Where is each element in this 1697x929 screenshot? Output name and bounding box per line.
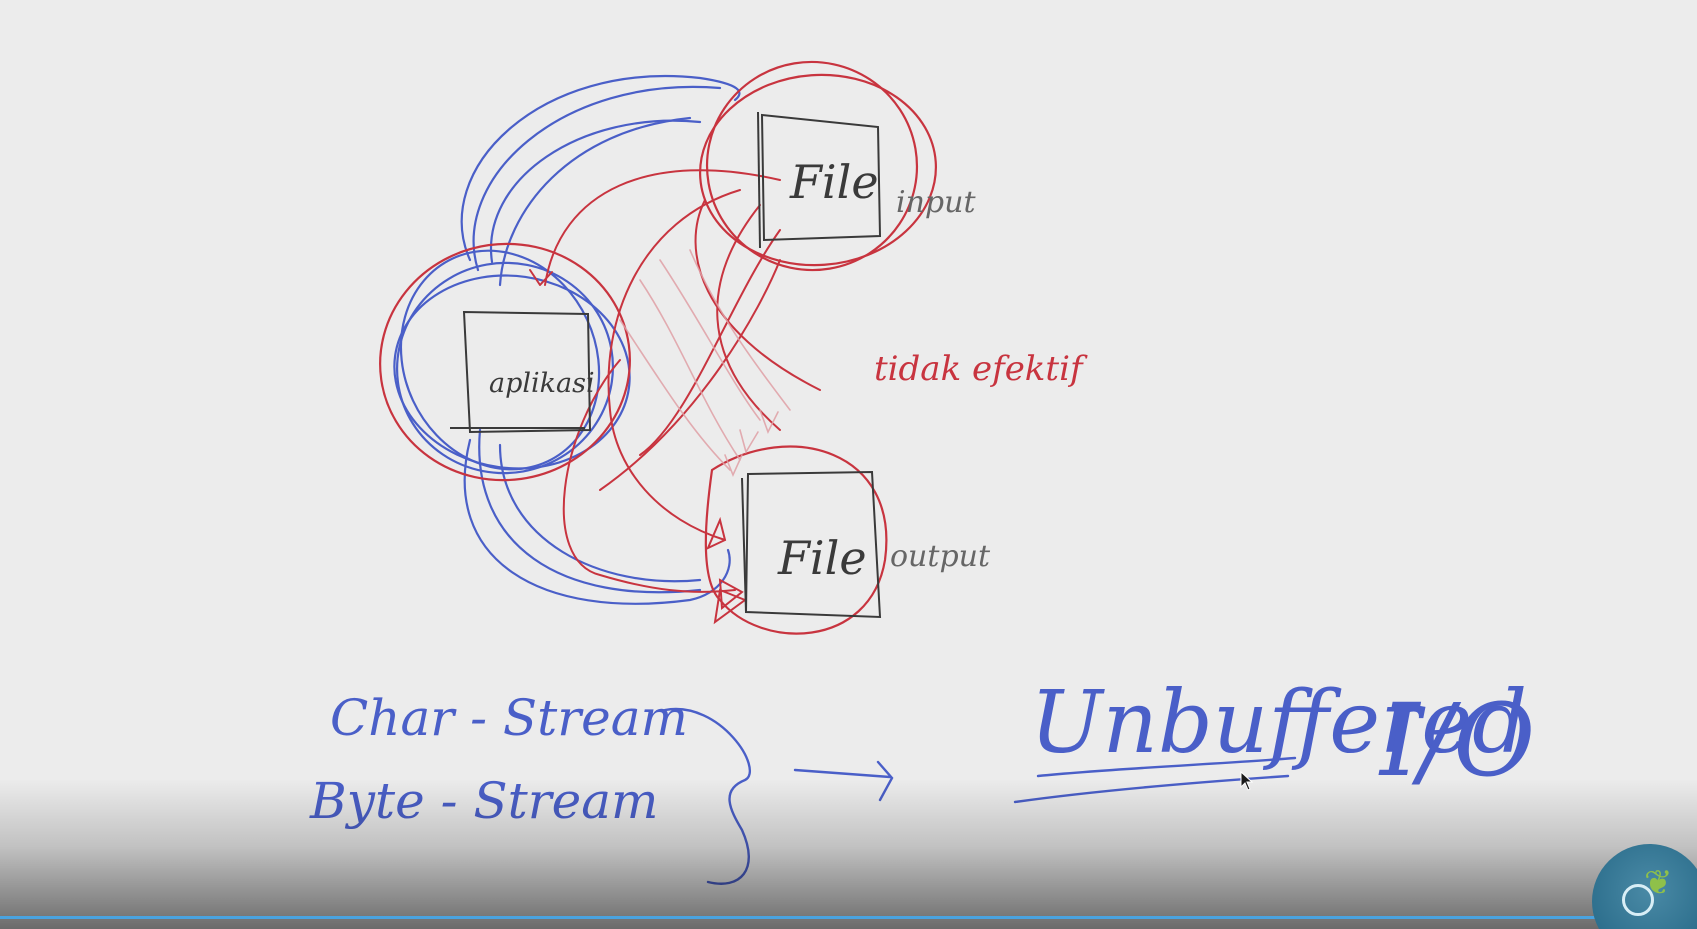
output-file-box bbox=[741, 470, 882, 619]
faint-scribbles bbox=[619, 249, 791, 478]
input-caption: input bbox=[896, 185, 976, 220]
red-circles bbox=[379, 60, 937, 635]
blue-arrow-loops bbox=[460, 75, 741, 605]
unbuffered-label: Unbuffered bbox=[1030, 673, 1527, 773]
red-note: tidak efektif bbox=[874, 349, 1088, 389]
video-progress-fill bbox=[0, 916, 1697, 919]
app-label: aplikasi bbox=[489, 368, 595, 399]
io-label: I/O bbox=[1378, 682, 1535, 799]
input-file-label: File bbox=[789, 155, 879, 209]
right-arrow bbox=[793, 760, 894, 802]
logo-ring-icon bbox=[1622, 884, 1654, 916]
output-file-label: File bbox=[777, 531, 867, 585]
char-stream-label: Char - Stream bbox=[330, 689, 688, 747]
mouse-pointer-icon bbox=[1240, 771, 1254, 791]
output-caption: output bbox=[890, 539, 991, 574]
input-file-box bbox=[757, 111, 882, 249]
logo-leaf-icon: ❦ bbox=[1644, 863, 1673, 903]
red-arrow-loops bbox=[529, 169, 821, 625]
byte-stream-label: Byte - Stream bbox=[309, 772, 658, 830]
app-box bbox=[450, 310, 592, 434]
video-progress-bar[interactable] bbox=[0, 916, 1697, 919]
